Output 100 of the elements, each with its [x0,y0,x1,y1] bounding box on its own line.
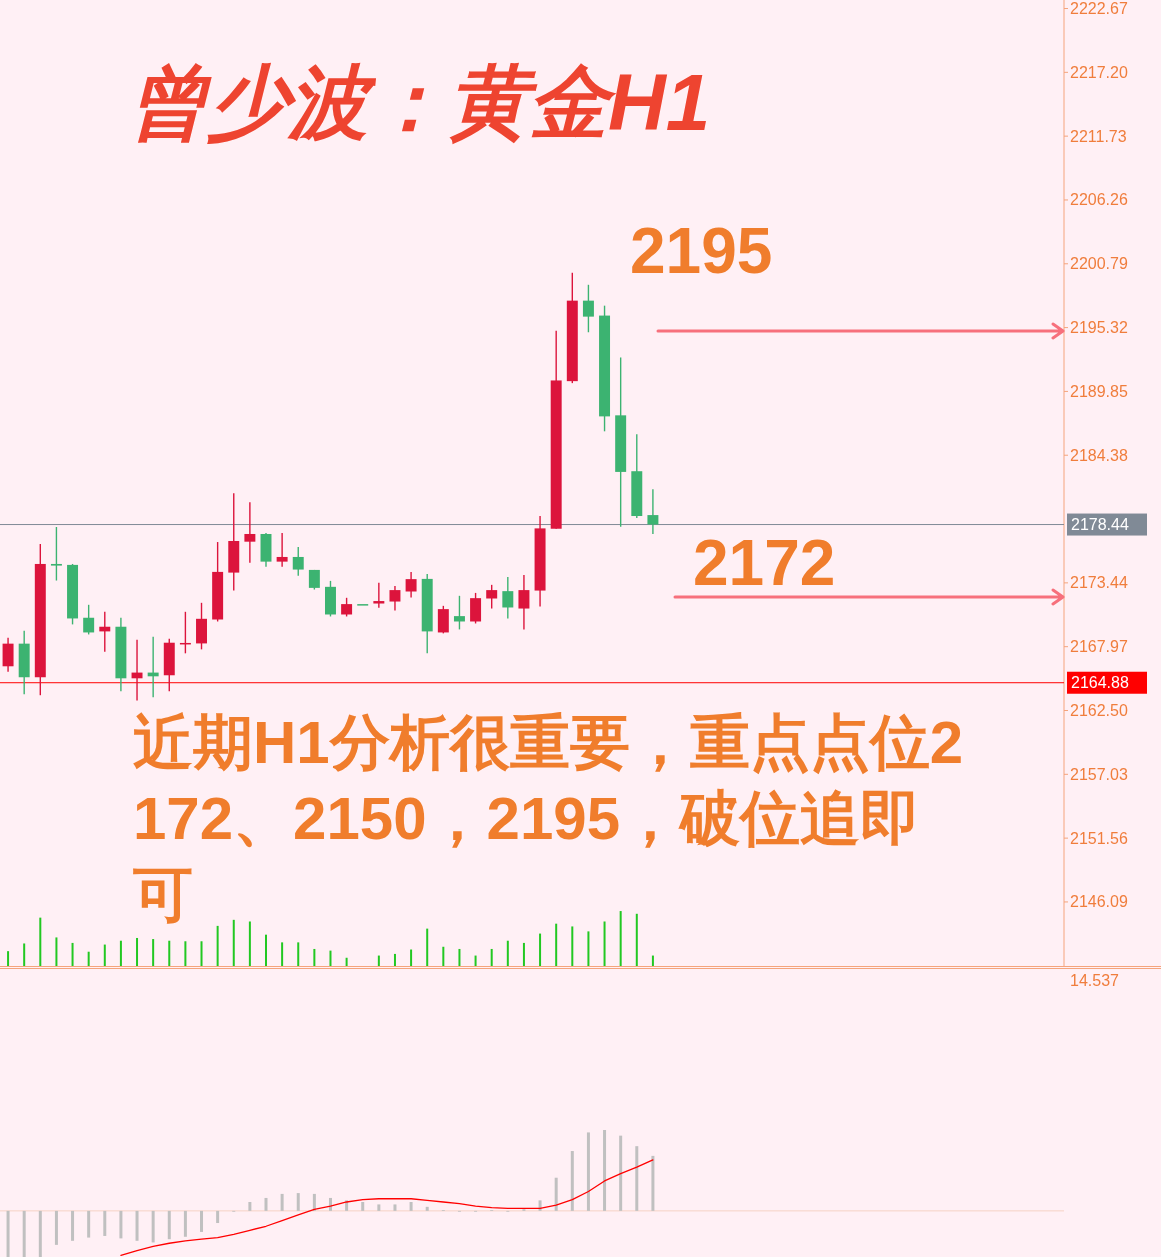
y-tick-label: 2217.20 [1070,63,1128,81]
bar [183,1210,187,1237]
ref-line-label: 2178.44 [1071,516,1129,534]
y-tick-label: 2157.03 [1070,765,1128,783]
candlestick [470,592,482,625]
bar [409,1201,413,1211]
bar [555,923,558,966]
y-tick-label: 2189.85 [1070,382,1128,400]
candlestick [83,604,95,636]
bar [87,1210,91,1238]
candlestick [647,488,659,535]
candlestick [486,584,498,610]
y-tick-label: 2162.50 [1070,702,1128,719]
bar [586,1132,590,1211]
bar [151,1210,155,1243]
bar [329,950,332,966]
bar [361,1201,365,1211]
bar [136,937,139,966]
bar [603,921,606,966]
bar [216,925,219,966]
bar [265,934,267,966]
y-tick-label: 2200.79 [1070,255,1128,273]
bar [71,942,74,966]
bar [103,1210,107,1236]
bar [570,1151,574,1211]
bar [119,940,122,966]
candlestick [292,546,304,577]
bar [200,941,203,966]
y-tick-label: 2206.26 [1070,191,1128,209]
bar [619,911,622,966]
y-tick-label: 2146.09 [1070,893,1128,911]
bar [55,937,58,966]
candlestick [50,526,62,582]
bar [377,955,380,966]
bar [280,1193,284,1211]
bar [39,917,42,966]
bar [216,1210,220,1224]
bar [281,942,284,966]
bar [458,948,461,966]
candlestick [373,582,385,609]
bar [6,1210,10,1257]
candlestick [389,585,401,612]
ref-line-label: 2164.88 [1071,674,1129,692]
bar [474,955,477,966]
candlestick [244,501,256,564]
y-tick-label: 2211.73 [1070,127,1127,145]
bar [635,1146,639,1211]
bar [248,921,251,966]
bar [313,948,316,966]
bar [651,1155,655,1211]
y-tick-label: 2173.44 [1070,574,1128,592]
bar [587,931,590,966]
candlestick [502,576,514,620]
y-tick-label: 2151.56 [1070,829,1128,847]
annotation: 2172 [693,527,836,599]
bar [393,953,396,966]
bar [200,1210,204,1232]
bar [539,933,542,966]
bar [410,949,413,966]
bar [490,948,493,966]
bar [312,1193,316,1211]
bar [393,1204,397,1211]
bar [248,1201,252,1211]
bar [184,941,187,966]
bar [651,955,654,966]
bar [7,951,10,966]
bar [554,1177,558,1211]
bar [168,940,171,966]
bar [38,1210,42,1257]
bar [619,1135,623,1211]
bar [152,939,155,966]
bar [297,942,300,966]
y-tick-label: 2184.38 [1070,446,1128,464]
bar [103,944,106,966]
candlestick [2,637,14,673]
bar [426,928,429,966]
bar [571,926,574,966]
annotation: 2195 [630,215,773,287]
candlestick [341,597,353,618]
bar [377,1204,381,1211]
bar [71,1210,75,1241]
bar [119,1210,123,1239]
y-tick-label: 2167.97 [1070,638,1128,656]
bar [345,957,348,966]
candlestick [582,284,594,333]
y-tick-label: 2195.32 [1070,319,1128,337]
text: 曾少波：黄金H1 [128,58,711,147]
y-tick-label: 2222.67 [1070,0,1128,18]
bar [635,913,638,966]
candlestick [453,595,465,631]
bar [87,951,90,966]
bar [603,1129,607,1211]
bar [425,1206,429,1211]
bar [522,942,525,966]
candlestick [518,574,530,631]
bar [167,1210,171,1240]
bar [506,940,509,966]
bar [23,943,26,966]
bar [22,1210,26,1257]
bar [54,1210,58,1245]
